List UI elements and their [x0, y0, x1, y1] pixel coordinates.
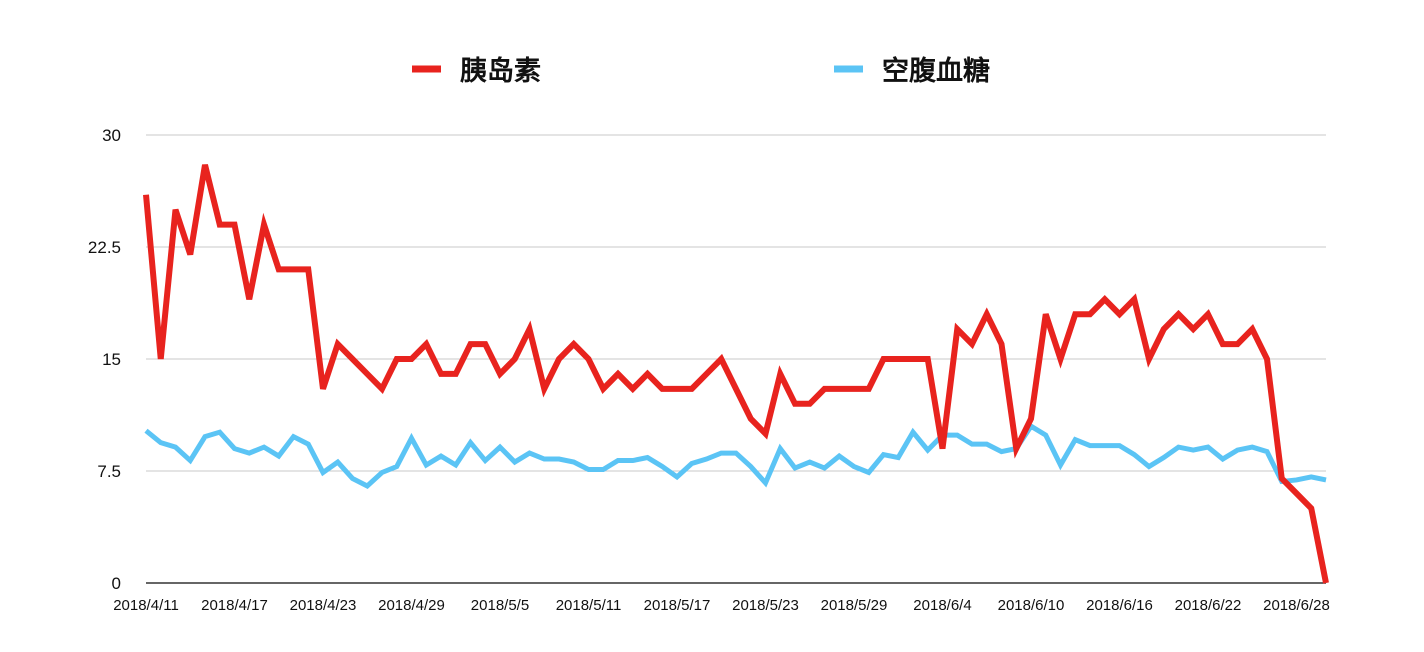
- x-tick-label: 2018/5/17: [644, 597, 711, 614]
- x-tick-label: 2018/4/11: [113, 597, 179, 614]
- x-tick-label: 2018/5/11: [556, 597, 622, 614]
- x-tick-label: 2018/4/17: [201, 597, 268, 614]
- y-tick-label: 22.5: [88, 238, 121, 257]
- y-tick-label: 0: [112, 574, 121, 593]
- y-tick-label: 30: [102, 126, 121, 145]
- legend-label-fasting-glucose: 空腹血糖: [882, 55, 990, 87]
- x-tick-label: 2018/6/4: [913, 597, 971, 614]
- legend-label-insulin: 胰岛素: [460, 55, 541, 87]
- y-tick-label: 15: [102, 350, 121, 369]
- x-tick-label: 2018/6/10: [998, 597, 1065, 614]
- x-tick-label: 2018/6/22: [1175, 597, 1242, 614]
- legend-item-insulin: 胰岛素: [412, 55, 541, 87]
- legend-item-fasting-glucose: 空腹血糖: [834, 55, 990, 87]
- x-tick-label: 2018/5/29: [821, 597, 888, 614]
- series-line-fasting-glucose: [144, 422, 1327, 489]
- x-tick-label: 2018/5/23: [732, 597, 799, 614]
- x-tick-label: 2018/6/28: [1263, 597, 1330, 614]
- series-lines: [143, 164, 1329, 584]
- x-tick-label: 2018/4/29: [378, 597, 445, 614]
- y-tick-label: 7.5: [97, 462, 121, 481]
- y-axis-ticks: 0 7.5 15 22.5 30: [88, 126, 121, 593]
- x-axis-ticks: 2018/4/11 2018/4/17 2018/4/23 2018/4/29 2018…: [113, 597, 1330, 614]
- x-tick-label: 2018/5/5: [471, 597, 529, 614]
- x-tick-label: 2018/6/16: [1086, 597, 1153, 614]
- legend: 胰岛素 空腹血糖: [412, 55, 990, 87]
- series-line-insulin: [143, 164, 1329, 584]
- x-tick-label: 2018/4/23: [290, 597, 357, 614]
